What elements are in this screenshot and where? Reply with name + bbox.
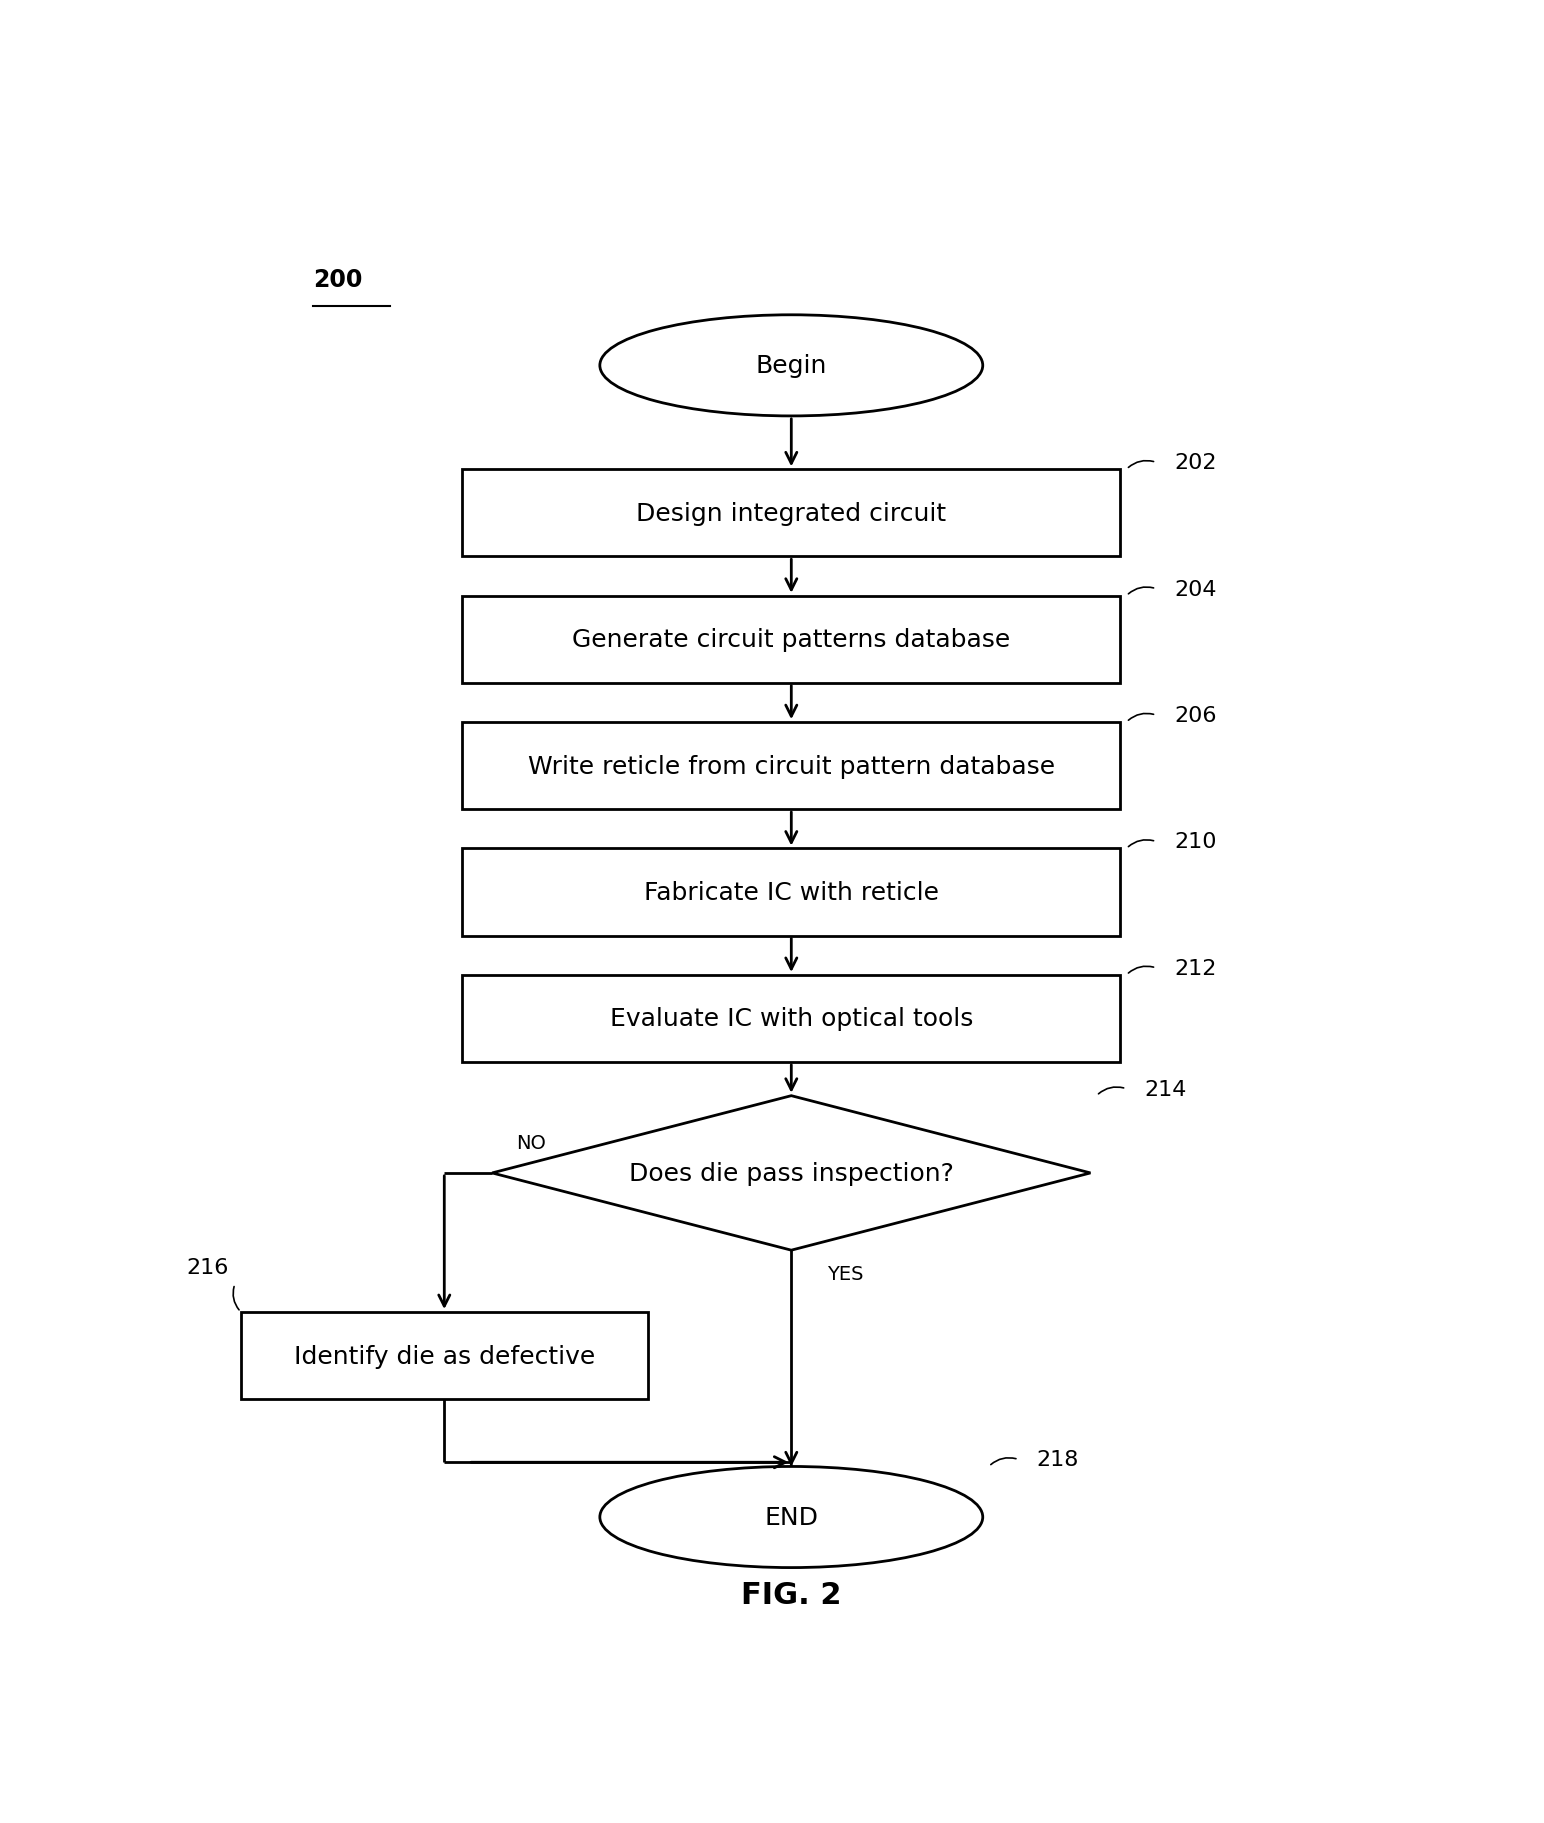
Text: Begin: Begin	[755, 354, 828, 377]
Text: FIG. 2: FIG. 2	[741, 1581, 841, 1610]
Text: 204: 204	[1175, 580, 1217, 600]
Bar	[241, 1313, 648, 1400]
Text: Write reticle from circuit pattern database: Write reticle from circuit pattern datab…	[528, 755, 1055, 778]
Bar	[462, 470, 1121, 558]
Bar	[462, 975, 1121, 1063]
Text: 210: 210	[1175, 831, 1217, 851]
Text: 216: 216	[187, 1258, 229, 1278]
Text: 218: 218	[1036, 1449, 1079, 1469]
Text: Identify die as defective: Identify die as defective	[293, 1344, 594, 1367]
Text: 206: 206	[1175, 706, 1217, 726]
Text: 214: 214	[1144, 1079, 1187, 1099]
Bar	[462, 850, 1121, 935]
Bar	[462, 596, 1121, 684]
Text: YES: YES	[828, 1265, 863, 1283]
Text: Design integrated circuit: Design integrated circuit	[636, 501, 946, 525]
Text: 202: 202	[1175, 452, 1217, 472]
Text: Fabricate IC with reticle: Fabricate IC with reticle	[644, 881, 939, 904]
Text: 200: 200	[312, 268, 361, 292]
Bar	[462, 722, 1121, 809]
Text: NO: NO	[516, 1134, 547, 1152]
Text: Generate circuit patterns database: Generate circuit patterns database	[573, 627, 1010, 653]
Text: Evaluate IC with optical tools: Evaluate IC with optical tools	[610, 1006, 973, 1030]
Text: Does die pass inspection?: Does die pass inspection?	[628, 1161, 954, 1185]
Text: END: END	[764, 1506, 818, 1529]
Text: 212: 212	[1175, 959, 1217, 979]
